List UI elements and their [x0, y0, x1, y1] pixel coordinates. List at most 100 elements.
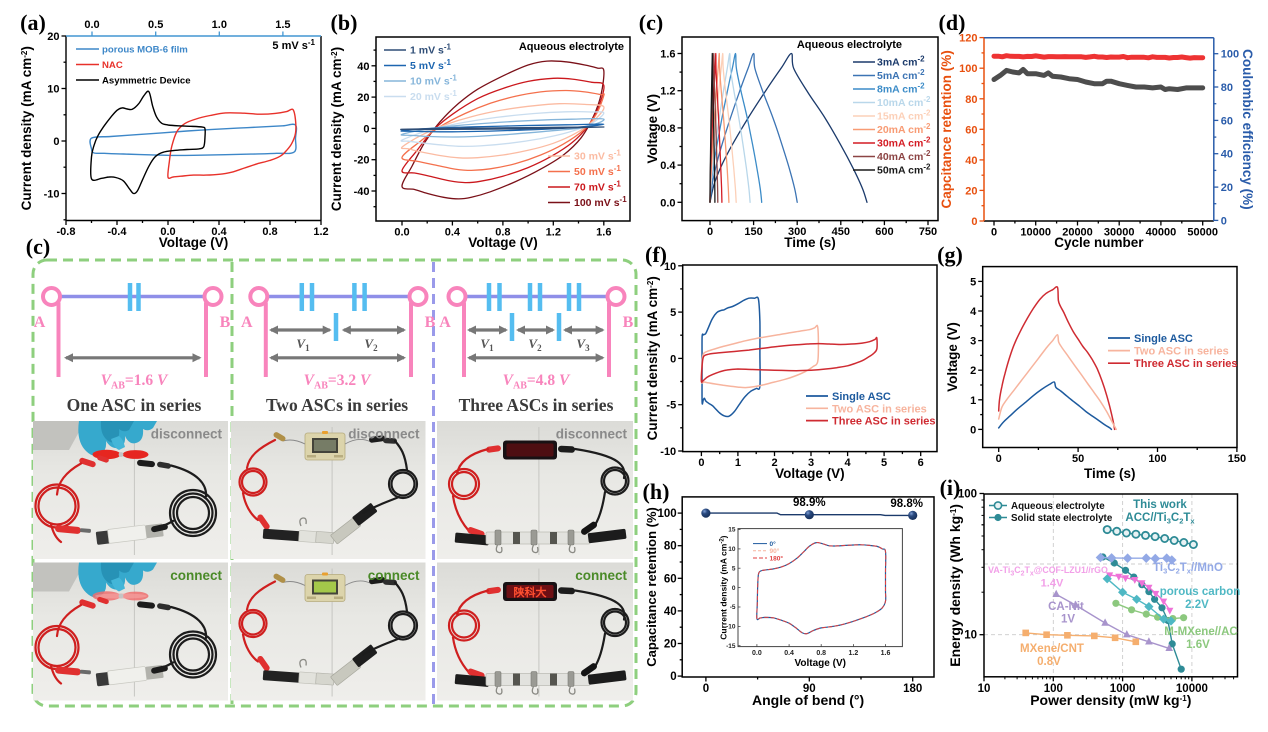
- svg-text:Current density (mA cm-2): Current density (mA cm-2): [329, 47, 344, 211]
- svg-text:陕科大: 陕科大: [514, 585, 547, 599]
- svg-text:disconnect: disconnect: [151, 427, 223, 442]
- svg-text:0.5: 0.5: [148, 19, 163, 31]
- svg-text:150: 150: [1228, 453, 1246, 465]
- svg-text:0.4: 0.4: [660, 160, 676, 172]
- svg-text:180°: 180°: [770, 554, 784, 562]
- svg-text:300: 300: [788, 226, 806, 238]
- svg-text:100: 100: [1221, 49, 1239, 61]
- svg-text:(g): (g): [937, 242, 963, 267]
- svg-text:VA-Ti3C2Tx@COF-LZU1//rGO: VA-Ti3C2Tx@COF-LZU1//rGO: [988, 565, 1108, 578]
- svg-text:Aqueous electrolyte: Aqueous electrolyte: [1011, 501, 1105, 512]
- svg-text:0.0: 0.0: [84, 19, 99, 31]
- svg-text:60: 60: [1221, 115, 1233, 127]
- svg-text:1.2: 1.2: [313, 226, 328, 238]
- svg-text:0: 0: [363, 123, 369, 135]
- svg-text:Voltage (V): Voltage (V): [159, 235, 229, 250]
- svg-text:Angle of bend (°): Angle of bend (°): [752, 692, 864, 708]
- svg-text:20mA cm-2: 20mA cm-2: [877, 122, 931, 136]
- svg-text:6: 6: [918, 457, 924, 469]
- svg-text:0.4: 0.4: [445, 227, 461, 239]
- svg-text:Time (s): Time (s): [1084, 466, 1136, 481]
- svg-text:30000: 30000: [1104, 227, 1135, 239]
- svg-text:connect: connect: [170, 568, 222, 583]
- svg-text:70 mV s-1: 70 mV s-1: [574, 180, 621, 194]
- svg-text:Time (s): Time (s): [784, 235, 836, 250]
- svg-text:5mA cm-2: 5mA cm-2: [877, 68, 925, 82]
- svg-text:10000: 10000: [1020, 227, 1051, 239]
- svg-text:disconnect: disconnect: [348, 427, 420, 442]
- svg-text:Solid state electrolyte: Solid state electrolyte: [1011, 513, 1113, 524]
- svg-text:Current density (mA cm-2): Current density (mA cm-2): [719, 535, 729, 639]
- svg-text:40: 40: [664, 606, 677, 618]
- svg-text:0: 0: [670, 353, 676, 365]
- svg-text:0: 0: [53, 136, 59, 148]
- svg-text:0.8: 0.8: [660, 123, 675, 135]
- svg-text:30 mV s-1: 30 mV s-1: [574, 149, 621, 163]
- svg-text:0: 0: [991, 227, 997, 239]
- svg-text:0: 0: [970, 424, 976, 436]
- svg-text:connect: connect: [575, 568, 627, 583]
- svg-text:V1: V1: [480, 336, 494, 353]
- svg-text:Power density (mW kg-1): Power density (mW kg-1): [1030, 692, 1191, 708]
- svg-text:VAB=4.8 V: VAB=4.8 V: [503, 372, 571, 392]
- svg-text:40: 40: [357, 61, 369, 73]
- svg-text:1.4V: 1.4V: [1041, 578, 1064, 590]
- svg-text:(d): (d): [939, 10, 966, 35]
- svg-text:Voltage (V): Voltage (V): [645, 94, 660, 164]
- svg-text:disconnect: disconnect: [556, 427, 628, 442]
- svg-text:A: A: [34, 314, 46, 331]
- svg-text:2: 2: [970, 365, 976, 377]
- svg-text:Current density (mA cm-2): Current density (mA cm-2): [645, 276, 660, 440]
- svg-text:5: 5: [881, 457, 887, 469]
- svg-text:5: 5: [732, 565, 736, 572]
- svg-text:Three ASC in series: Three ASC in series: [1134, 358, 1238, 370]
- svg-text:Single ASC: Single ASC: [832, 391, 891, 403]
- svg-text:50mA cm-2: 50mA cm-2: [877, 163, 931, 177]
- svg-text:(b): (b): [331, 10, 358, 35]
- svg-text:Ti3C2Tx//MnO: Ti3C2Tx//MnO: [1153, 562, 1223, 576]
- svg-text:B: B: [220, 314, 231, 331]
- svg-text:1.2: 1.2: [660, 86, 675, 98]
- svg-text:80: 80: [664, 541, 677, 553]
- svg-text:0.8: 0.8: [816, 650, 826, 657]
- svg-text:10: 10: [964, 630, 977, 642]
- svg-text:90°: 90°: [770, 547, 780, 555]
- svg-text:-20: -20: [354, 155, 370, 167]
- svg-text:5: 5: [970, 276, 976, 288]
- svg-text:1.6V: 1.6V: [1186, 639, 1210, 651]
- svg-text:1.6: 1.6: [596, 227, 611, 239]
- svg-text:1V: 1V: [1061, 614, 1075, 626]
- svg-text:60: 60: [965, 124, 977, 136]
- svg-text:4: 4: [970, 306, 977, 318]
- svg-text:Capcitance retention (%): Capcitance retention (%): [939, 50, 954, 208]
- svg-text:0: 0: [971, 216, 977, 228]
- svg-text:40000: 40000: [1146, 227, 1177, 239]
- svg-text:-15: -15: [726, 643, 736, 650]
- svg-text:100 mV s-1: 100 mV s-1: [574, 195, 627, 209]
- svg-text:ACC//Ti3C2Tx: ACC//Ti3C2Tx: [1125, 512, 1195, 526]
- svg-text:2: 2: [771, 457, 777, 469]
- svg-text:750: 750: [919, 226, 937, 238]
- svg-text:50000: 50000: [1187, 227, 1218, 239]
- svg-text:Energy density (Wh kg-1): Energy density (Wh kg-1): [947, 504, 963, 667]
- svg-text:3: 3: [970, 336, 976, 348]
- svg-text:3: 3: [808, 457, 814, 469]
- svg-text:80: 80: [1221, 82, 1233, 94]
- svg-text:0: 0: [698, 457, 704, 469]
- svg-text:V1: V1: [296, 336, 310, 353]
- svg-text:-10: -10: [44, 189, 60, 201]
- svg-text:8mA cm-2: 8mA cm-2: [877, 82, 925, 96]
- svg-text:80: 80: [965, 94, 977, 106]
- svg-text:20: 20: [664, 639, 677, 651]
- svg-text:0.0: 0.0: [160, 226, 175, 238]
- svg-text:0: 0: [707, 226, 713, 238]
- svg-text:100: 100: [1044, 683, 1063, 695]
- svg-text:A: A: [241, 314, 253, 331]
- svg-text:MXene/CNT: MXene/CNT: [1020, 643, 1084, 655]
- svg-text:0: 0: [1221, 215, 1227, 227]
- svg-text:One ASC in series: One ASC in series: [67, 395, 202, 415]
- svg-text:Current density (mA cm-2): Current density (mA cm-2): [19, 46, 34, 210]
- svg-text:0.8V: 0.8V: [1037, 656, 1061, 668]
- svg-text:10: 10: [664, 261, 676, 273]
- svg-text:40: 40: [1221, 149, 1233, 161]
